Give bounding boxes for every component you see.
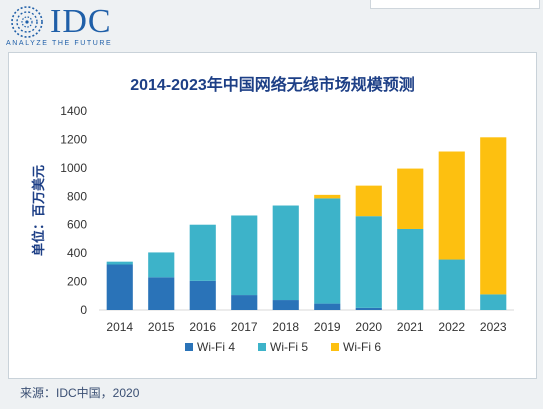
x-tick-label: 2017: [231, 320, 258, 334]
x-tick-label: 2019: [314, 320, 341, 334]
bar-wi-fi-4-2017: [231, 295, 258, 310]
chart-panel: 2014-2023年中国网络无线市场规模预测 0 200 400 600 800 1000…: [8, 52, 537, 379]
globe-icon: [11, 6, 43, 38]
legend-swatch: [331, 343, 339, 351]
bar-wi-fi-5-2020: [355, 216, 382, 308]
bar-wi-fi-5-2015: [148, 252, 175, 278]
bar-wi-fi-4-2015: [148, 277, 175, 310]
bar-wi-fi-5-2017: [231, 215, 258, 296]
y-tick-label: 1200: [60, 132, 87, 146]
x-tick-label: 2016: [189, 320, 216, 334]
bar-wi-fi-5-2021: [397, 228, 424, 310]
bar-wi-fi-5-2023: [480, 294, 507, 310]
x-tick-label: 2023: [480, 320, 507, 334]
bar-wi-fi-5-2022: [438, 259, 465, 310]
logo-wordmark: IDC: [50, 3, 112, 40]
top-right-frame: [370, 0, 540, 9]
x-tick-label: 2021: [397, 320, 424, 334]
bar-wi-fi-4-2018: [272, 300, 299, 310]
legend-label: Wi-Fi 5: [270, 340, 308, 354]
x-tick-label: 2020: [355, 320, 382, 334]
bar-wi-fi-4-2014: [106, 264, 133, 310]
y-tick-label: 600: [67, 218, 87, 232]
bar-wi-fi-5-2018: [272, 205, 299, 301]
legend-label: Wi-Fi 4: [197, 340, 235, 354]
chart-title: 2014-2023年中国网络无线市场规模预测: [130, 77, 415, 94]
y-tick-label: 0: [80, 303, 87, 317]
y-axis-label: 单位：百万美元: [31, 165, 47, 256]
bar-wi-fi-4-2016: [189, 280, 216, 310]
x-tick-label: 2015: [148, 320, 175, 334]
y-tick-label: 1400: [60, 104, 87, 118]
legend-swatch: [185, 343, 193, 351]
legend-label: Wi-Fi 6: [343, 340, 381, 354]
legend-swatch: [258, 343, 266, 351]
y-tick-label: 1000: [60, 161, 87, 175]
y-tick-label: 400: [67, 246, 87, 260]
bar-wi-fi-6-2019: [314, 194, 341, 199]
logo-tagline: ANALYZE THE FUTURE: [6, 40, 113, 47]
stacked-bar-chart: 0 200 400 600 800 1000 1200 1400 单位：百万美元 2014 2015…: [31, 104, 514, 354]
bar-wi-fi-5-2019: [314, 198, 341, 304]
bar-wi-fi-6-2021: [397, 168, 424, 229]
y-tick-label: 800: [67, 189, 87, 203]
bar-wi-fi-4-2020: [355, 307, 382, 310]
idc-logo: IDC ANALYZE THE FUTURE: [6, 2, 156, 48]
bar-wi-fi-6-2022: [438, 151, 465, 260]
bar-wi-fi-6-2023: [480, 137, 507, 295]
bar-wi-fi-4-2019: [314, 303, 341, 310]
x-tick-label: 2022: [438, 320, 465, 334]
source-note: 来源：IDC中国，2020: [20, 386, 140, 400]
x-tick-label: 2014: [106, 320, 133, 334]
y-tick-label: 200: [67, 275, 87, 289]
bar-wi-fi-5-2014: [106, 261, 133, 265]
bar-wi-fi-6-2020: [355, 185, 382, 217]
x-tick-label: 2018: [272, 320, 299, 334]
bar-wi-fi-5-2016: [189, 224, 216, 281]
